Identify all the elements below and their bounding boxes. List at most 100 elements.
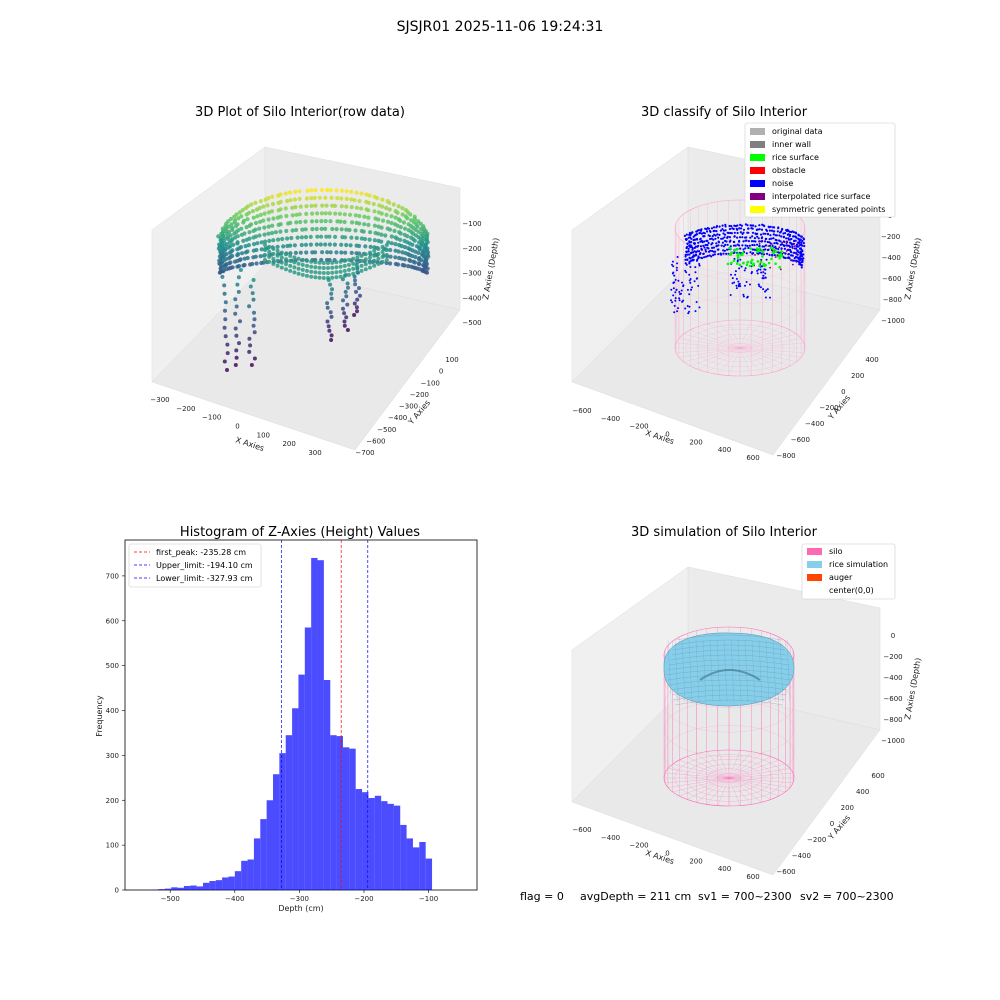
- raw-point: [319, 219, 324, 224]
- raw-point: [235, 234, 240, 239]
- noise-point: [721, 228, 724, 231]
- noise-point: [704, 250, 708, 253]
- hist-bar: [253, 838, 261, 890]
- raw-point: [305, 188, 310, 193]
- raw-point: [241, 238, 246, 243]
- rice-surface-point: [774, 250, 778, 253]
- noise-point: [740, 227, 743, 230]
- noise-point: [696, 277, 698, 280]
- hist-x-tick-label: −300: [290, 895, 309, 903]
- noise-point: [688, 231, 692, 235]
- raw-point: [347, 262, 351, 267]
- interpolated-point: [758, 242, 761, 245]
- raw-point: [297, 189, 302, 194]
- raw-point: [254, 247, 259, 253]
- hist-bar: [362, 792, 369, 890]
- raw-point: [270, 230, 275, 236]
- rice-surface-point: [759, 260, 763, 264]
- raw-point: [337, 211, 342, 216]
- raw-point: [224, 252, 229, 257]
- sim-silo-floor-ring: [718, 773, 740, 783]
- raw-point: [326, 271, 330, 275]
- sim-x-tick-label: 0: [665, 850, 669, 858]
- raw-point: [393, 255, 398, 260]
- noise-point: [759, 233, 763, 236]
- classify-legend-swatch: [750, 154, 765, 161]
- noise-point: [769, 296, 771, 299]
- noise-point: [688, 293, 691, 296]
- raw-point: [321, 271, 326, 275]
- raw-point: [398, 231, 403, 236]
- raw-point: [326, 261, 330, 265]
- noise-point: [769, 225, 772, 228]
- raw-point: [259, 247, 264, 252]
- hist-y-tick-label: 600: [106, 617, 119, 625]
- noise-point: [800, 251, 803, 254]
- raw-point: [279, 250, 284, 255]
- raw-point: [359, 263, 364, 268]
- noise-point: [752, 252, 755, 255]
- noise-point: [726, 248, 729, 251]
- noise-point: [715, 230, 718, 233]
- raw-point: [328, 282, 333, 287]
- noise-point: [777, 226, 780, 229]
- noise-point: [764, 240, 767, 243]
- raw-point: [334, 275, 339, 280]
- classify-silo-wireframe: [674, 199, 806, 377]
- rice-surface-point: [755, 247, 759, 250]
- raw-point: [339, 188, 345, 193]
- noise-point: [703, 232, 707, 235]
- hist-y-tick-label: 400: [106, 707, 119, 715]
- raw-point: [313, 270, 318, 275]
- noise-point: [753, 248, 756, 251]
- raw-point: [267, 254, 272, 259]
- raw-point: [247, 236, 252, 241]
- noise-point: [801, 250, 804, 253]
- noise-point: [769, 234, 772, 237]
- hist-y-tick-label: 300: [106, 752, 119, 760]
- raw-y-tick-label: 0: [439, 368, 443, 376]
- noise-point: [756, 228, 760, 231]
- raw-point: [271, 238, 276, 243]
- raw-point: [330, 226, 335, 232]
- noise-point: [802, 238, 806, 241]
- interpolated-point: [785, 242, 788, 245]
- noise-point: [691, 251, 694, 254]
- noise-point: [684, 253, 687, 256]
- raw-point: [350, 220, 355, 225]
- classify-z-ticks: 0−200−400−600−800−1000: [881, 212, 905, 325]
- sim-z-tick-label: −200: [883, 653, 902, 661]
- classify-silo-floor-ring: [685, 324, 795, 372]
- noise-point: [762, 274, 765, 277]
- noise-point: [725, 252, 728, 255]
- raw-point: [319, 226, 324, 231]
- raw-point: [368, 244, 373, 249]
- raw-point: [321, 266, 326, 270]
- noise-point: [790, 251, 793, 254]
- raw-point: [222, 238, 227, 243]
- raw-point: [330, 275, 335, 280]
- raw-point: [284, 252, 288, 257]
- noise-point: [801, 257, 804, 261]
- noise-point: [758, 224, 761, 227]
- raw-point: [288, 268, 293, 273]
- raw-point: [353, 282, 358, 287]
- noise-point: [780, 235, 783, 238]
- rice-surface-point: [762, 262, 766, 266]
- noise-point: [673, 304, 676, 307]
- raw-point: [222, 325, 227, 330]
- raw-point: [328, 250, 333, 255]
- noise-point: [762, 232, 765, 235]
- raw-point: [249, 222, 254, 227]
- noise-point: [686, 288, 689, 291]
- noise-point: [800, 264, 804, 267]
- noise-point: [719, 252, 722, 255]
- noise-point: [762, 288, 765, 291]
- raw-point: [317, 270, 322, 275]
- noise-point: [757, 283, 760, 286]
- raw-point: [389, 220, 394, 226]
- raw-point: [243, 244, 248, 249]
- raw-point: [366, 215, 371, 220]
- classify-legend-label: rice surface: [772, 153, 819, 162]
- noise-point: [745, 281, 748, 283]
